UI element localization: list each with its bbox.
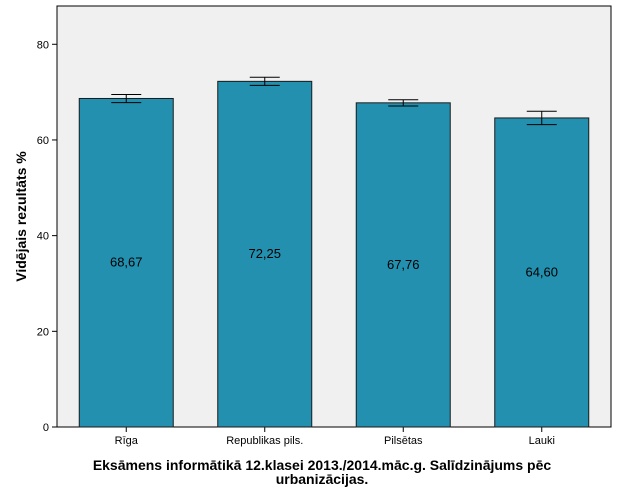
error-bar <box>388 99 419 107</box>
bar-value-label: 68,67 <box>110 255 143 270</box>
error-bar <box>249 76 280 86</box>
y-tick-label: 0 <box>43 422 49 434</box>
y-tick-label: 60 <box>37 135 49 147</box>
y-tick-label: 80 <box>37 39 49 51</box>
y-tick-label: 40 <box>37 231 49 243</box>
x-axis-label-line-1: Eksāmens informātikā 12.klasei 2013./201… <box>93 457 552 473</box>
bar <box>78 97 174 428</box>
error-bar <box>526 110 557 126</box>
bars-group: 68,67 72,25 67,76 64,60 <box>78 76 590 428</box>
error-bar <box>111 94 142 104</box>
bar-value-label: 72,25 <box>248 246 281 261</box>
x-axis: Rīga Republikas pils. Pilsētas Lauki <box>115 427 555 447</box>
y-axis: 0 20 40 60 80 <box>37 39 57 434</box>
x-tick-label: Pilsētas <box>384 435 423 447</box>
bar-value-label: 67,76 <box>387 257 420 272</box>
x-axis-label-line-2: urbanizācijas. <box>276 471 369 487</box>
x-tick-label: Rīga <box>115 435 139 447</box>
bar <box>355 102 451 428</box>
bar <box>494 117 590 428</box>
x-tick-label: Republikas pils. <box>226 435 303 447</box>
y-tick-label: 20 <box>37 326 49 338</box>
x-tick-label: Lauki <box>529 435 555 447</box>
bar-value-label: 64,60 <box>525 264 558 279</box>
y-axis-label: Vidējais rezultāts % <box>13 151 29 282</box>
